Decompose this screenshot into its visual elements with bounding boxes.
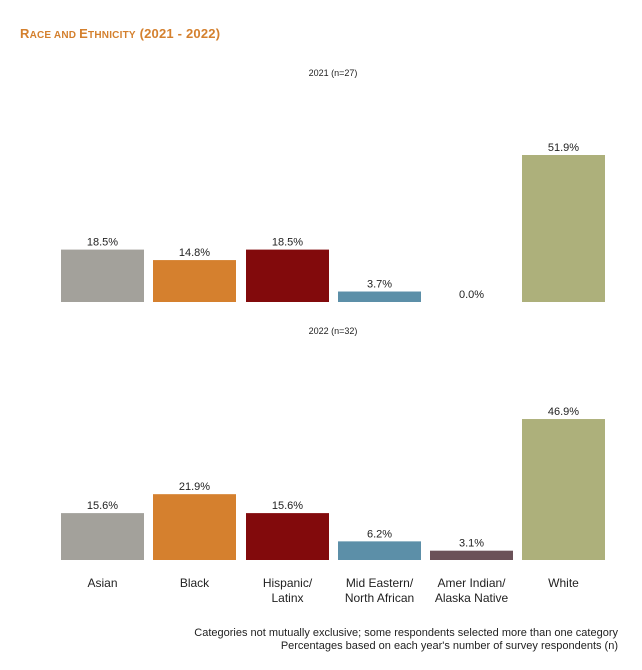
category-label-4-0: Amer Indian/ [437, 576, 506, 590]
bar-2022-4 [430, 550, 513, 560]
data-label-2021-3: 3.7% [367, 279, 392, 291]
chart-title-2022: 2022 (n=32) [309, 326, 358, 336]
category-label-2-1: Latinx [271, 591, 303, 605]
section-title: RACE AND ETHNICITY (2021 - 2022) [20, 26, 220, 41]
category-label-0-0: Asian [87, 576, 117, 590]
title-small-2: THNICITY [88, 30, 136, 41]
category-label-2-0: Hispanic/ [263, 576, 313, 590]
category-label-4-1: Alaska Native [435, 591, 509, 605]
category-label-3-0: Mid Eastern/ [346, 576, 414, 590]
chart-notes: Categories not mutually exclusive; some … [194, 627, 618, 653]
bar-2022-3 [338, 541, 421, 560]
data-label-2021-2: 18.5% [272, 237, 303, 249]
data-label-2022-1: 21.9% [179, 481, 210, 493]
bar-2021-1 [153, 260, 236, 302]
title-cap-e: E [79, 26, 89, 41]
data-label-2021-1: 14.8% [179, 247, 210, 259]
note-line-1: Categories not mutually exclusive; some … [194, 627, 618, 639]
data-label-2022-5: 46.9% [548, 406, 579, 418]
title-small-1: ACE AND [29, 30, 80, 41]
chart-title-2021: 2021 (n=27) [309, 68, 358, 78]
title-rest: (2021 - 2022) [135, 26, 221, 41]
bar-2022-5 [522, 419, 605, 560]
bar-2021-0 [61, 249, 144, 302]
category-label-1-0: Black [180, 576, 210, 590]
bar-2022-2 [246, 513, 329, 560]
bar-2021-5 [522, 155, 605, 302]
data-label-2022-2: 15.6% [272, 500, 303, 512]
title-cap-r: R [20, 26, 30, 41]
bar-2022-0 [61, 513, 144, 560]
data-label-2022-0: 15.6% [87, 500, 118, 512]
bar-2022-1 [153, 494, 236, 560]
category-label-5-0: White [548, 576, 579, 590]
data-label-2021-5: 51.9% [548, 142, 579, 154]
data-label-2022-3: 6.2% [367, 528, 392, 540]
bar-2021-2 [246, 249, 329, 302]
bar-2021-3 [338, 291, 421, 302]
data-label-2022-4: 3.1% [459, 538, 484, 550]
category-label-3-1: North African [345, 591, 414, 605]
data-label-2021-0: 18.5% [87, 237, 118, 249]
note-line-2: Percentages based on each year's number … [280, 640, 618, 652]
data-label-2021-4: 0.0% [459, 289, 484, 301]
